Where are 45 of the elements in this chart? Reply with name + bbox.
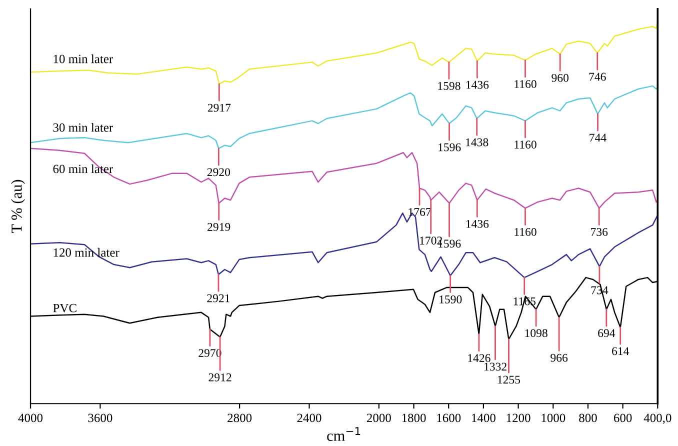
series-label: 30 min later [53, 122, 114, 132]
x-tick-label: 600 [614, 414, 632, 422]
y-axis-title: T % (au) [11, 180, 25, 234]
annotation: 2912 [208, 373, 232, 382]
x-tick-label: 1800 [402, 414, 426, 422]
x-tick-label: 1400 [472, 414, 496, 422]
x-tick-label: 2800 [228, 414, 252, 422]
x-tick-label: 1200 [506, 414, 530, 422]
series-label: PVC [53, 304, 76, 312]
annotation: 1426 [468, 354, 490, 362]
annotation: 960 [552, 74, 569, 82]
annotation: 1255 [498, 376, 520, 384]
series-label: 120 min later [54, 248, 120, 257]
annotation: 746 [589, 72, 606, 81]
x-tick-label: 400,0 [644, 414, 672, 424]
annotation: 2920 [207, 168, 230, 176]
x-tick-label: 4000 [18, 414, 43, 422]
x-tick-label: 2000 [366, 414, 391, 422]
annotation: 1598 [438, 82, 460, 90]
annotation: 614 [612, 347, 630, 356]
x-tick-label: 2400 [297, 414, 322, 422]
x-tick-label: 3600 [88, 414, 112, 422]
annotation: 1596 [438, 143, 461, 152]
annotation: 966 [550, 354, 568, 362]
series-label: 10 min later [54, 54, 114, 64]
x-axis-title: cm$^{−1}$ [327, 427, 360, 441]
annotation: 1160 [514, 228, 536, 236]
annotation: 1767 [408, 208, 431, 216]
annotation: 1098 [525, 329, 548, 338]
annotation: 1590 [440, 295, 462, 304]
x-tick-label: 1600 [437, 414, 461, 422]
annotation: 694 [598, 329, 616, 338]
x-tick-label: 1000 [542, 414, 566, 422]
annotation: 2921 [207, 294, 230, 302]
annotation: 744 [590, 134, 606, 142]
annotation: 1438 [466, 138, 488, 146]
annotation: 1436 [466, 220, 489, 228]
annotation: 1160 [514, 80, 536, 88]
x-tick-label: 800 [579, 414, 597, 422]
annotation: 736 [591, 228, 608, 236]
annotation: 1436 [466, 80, 489, 89]
annotation: 1160 [514, 140, 536, 149]
annotation: 2917 [208, 104, 231, 112]
annotation: 2919 [208, 223, 230, 231]
annotation: 1332 [484, 362, 506, 371]
